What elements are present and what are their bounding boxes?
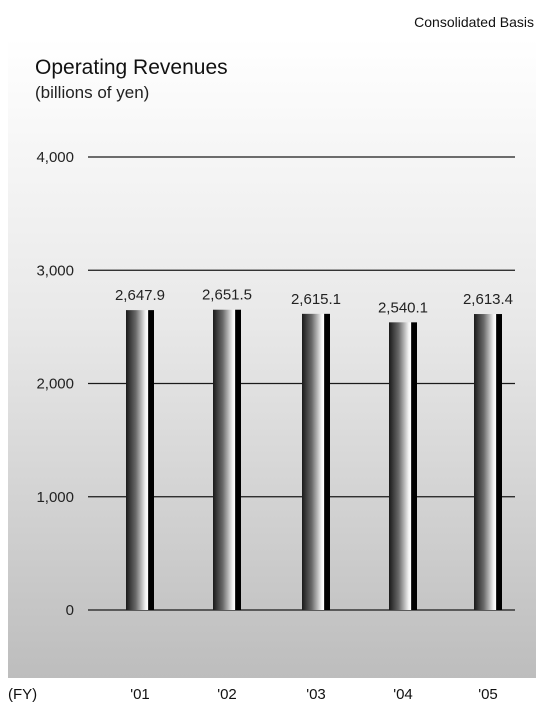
data-label: 2,647.9 xyxy=(115,287,165,304)
x-tick-label: '05 xyxy=(478,686,498,703)
bar xyxy=(389,322,417,610)
data-label: 2,540.1 xyxy=(378,299,428,316)
x-tick-label: '04 xyxy=(393,686,413,703)
data-label: 2,651.5 xyxy=(202,287,252,304)
bar xyxy=(302,313,330,610)
y-tick-label: 3,000 xyxy=(36,262,74,279)
basis-note: Consolidated Basis xyxy=(414,14,534,30)
data-label: 2,615.1 xyxy=(291,291,341,308)
x-tick-label: '02 xyxy=(217,686,237,703)
bar xyxy=(213,309,241,610)
chart-unit-label: (billions of yen) xyxy=(35,83,150,102)
x-axis-unit-label: (FY) xyxy=(8,686,37,703)
y-tick-label: 1,000 xyxy=(36,489,74,506)
chart-panel xyxy=(8,38,536,678)
bar xyxy=(474,314,502,610)
bar xyxy=(126,310,154,610)
chart-title: Operating Revenues xyxy=(35,56,228,79)
data-label: 2,613.4 xyxy=(463,291,513,308)
y-tick-label: 2,000 xyxy=(36,376,74,393)
y-tick-label: 4,000 xyxy=(36,149,74,166)
y-tick-label: 0 xyxy=(66,602,74,619)
x-tick-label: '01 xyxy=(130,686,150,703)
x-tick-label: '03 xyxy=(306,686,326,703)
